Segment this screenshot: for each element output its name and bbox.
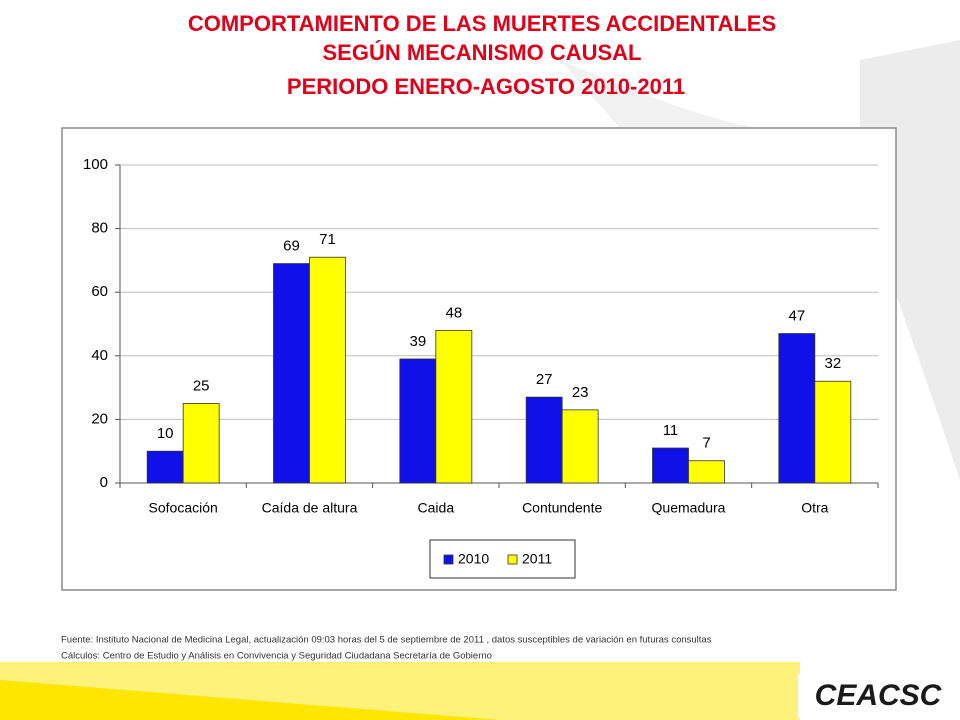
yellow-band [0,680,500,720]
data-label: 48 [445,304,462,321]
logo: CEACSC [815,679,943,712]
bar [146,450,184,484]
legend-swatch [507,554,518,565]
bar [309,256,346,484]
bar [182,403,220,484]
bar [778,333,816,484]
bar [273,263,310,484]
x-tick-label: Caída de altura [262,500,358,516]
bar [814,380,852,484]
plot: 0 20 40 60 80 100 Sofocación 10 25 Caída de altur… [83,156,879,579]
y-tick-label: 80 [91,220,108,237]
legend-swatch [443,554,454,565]
y-tick-label: 100 [83,156,108,173]
data-label: 25 [193,377,210,394]
footnote: Fuente: Instituto Nacional de Medicina L… [61,635,712,646]
data-label: 69 [283,238,300,255]
y-tick-label: 20 [91,410,108,427]
y-tick-label: 60 [91,283,108,300]
chart-frame [61,127,897,591]
y-tick-label: 0 [100,474,108,491]
bar [525,396,563,484]
data-label: 71 [319,231,336,248]
data-label: 23 [572,384,589,401]
background-shape [560,60,760,128]
legend-label: 2011 [522,551,552,567]
legend-label: 2010 [458,551,489,567]
x-tick-label: Otra [801,500,828,516]
bar [561,409,599,484]
bar [435,329,473,484]
x-tick-label: Contundente [522,500,602,516]
data-label: 27 [536,371,553,388]
x-tick-label: Caida [418,500,455,516]
title-line: SEGÚN MECANISMO CAUSAL [322,40,641,65]
data-label: 10 [157,425,174,442]
title-line: PERIODO ENERO-AGOSTO 2010-2011 [287,74,685,99]
bar [688,460,725,484]
bar [399,358,437,484]
data-label: 7 [702,435,710,452]
legend-box [429,539,576,579]
bar [652,447,689,484]
y-tick-label: 40 [91,347,108,364]
data-label: 32 [824,355,841,372]
title-line: COMPORTAMIENTO DE LAS MUERTES ACCIDENTAL… [188,11,776,36]
data-label: 39 [409,333,426,350]
logo-box [798,674,958,718]
x-tick-label: Quemadura [652,500,726,516]
x-tick-label: Sofocación [149,500,218,516]
footnote: Cálculos: Centro de Estudio y Análisis e… [61,651,492,662]
data-label: 11 [663,422,679,439]
data-label: 47 [788,308,805,325]
